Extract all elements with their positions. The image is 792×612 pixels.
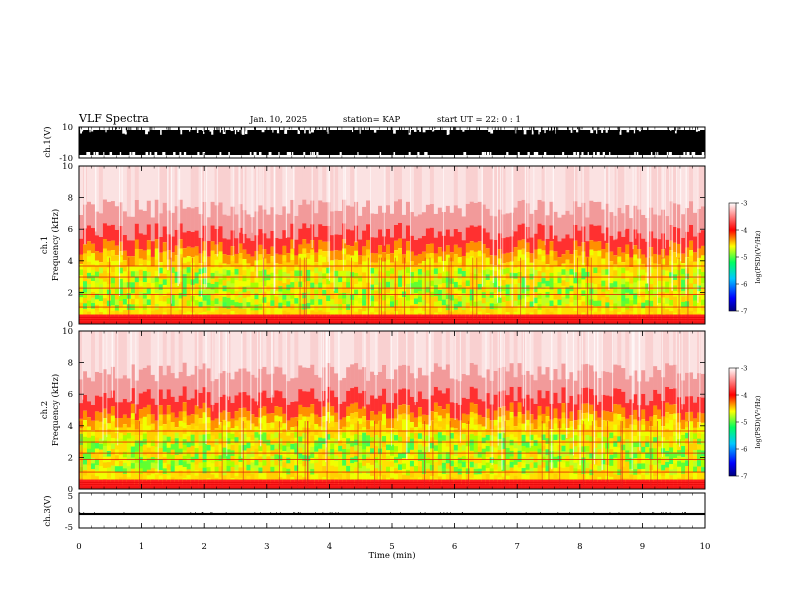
colorbar-tick--5: -5	[741, 419, 747, 427]
colorbar-tick--6: -6	[741, 446, 747, 454]
figure-title: VLF Spectra	[78, 112, 149, 125]
ch1-spec-yticks: 0 2 4 6 8 10	[62, 162, 705, 330]
ch2-spectrogram-panel: 0 2 4 6 8 10 ch.2 Frequency (kHz)	[40, 327, 706, 495]
ch3-wave-ytick-top: 5	[68, 492, 73, 502]
time-x-axis: 0 1 2 3 4 5 6 7 8 9 10	[76, 127, 710, 552]
colorbar-tick--6: -6	[741, 281, 747, 289]
ytick-label-10: 10	[62, 327, 73, 337]
ytick-label-0: 0	[68, 320, 73, 330]
xtick-label-1: 1	[139, 542, 144, 552]
ytick-label-2: 2	[68, 288, 73, 298]
ch1-waveform-trace	[79, 127, 705, 158]
colorbar-tick--4: -4	[741, 227, 747, 235]
ytick-label-4: 4	[68, 422, 73, 432]
ch1-wave-ylabel: ch.1(V)	[42, 126, 53, 157]
ch1-wave-ytick-top: 10	[62, 123, 73, 133]
ch3-waveform-trace	[79, 512, 705, 516]
ch2-spectrogram-image	[79, 331, 705, 489]
ch1-colorbar: -3 -4 -5 -6 -7 log(PSD)(V²/Hz)	[728, 200, 762, 316]
xtick-label-7: 7	[514, 542, 519, 552]
ch2-colorbar: -3 -4 -5 -6 -7 log(PSD)(V²/Hz)	[728, 365, 762, 481]
ytick-label-4: 4	[68, 257, 73, 267]
ytick-label-6: 6	[68, 390, 73, 400]
ytick-label-8: 8	[68, 194, 73, 204]
ch2-spec-yticks: 0 2 4 6 8 10	[62, 327, 705, 495]
colorbar-tick--5: -5	[741, 254, 747, 262]
ytick-label-8: 8	[68, 359, 73, 369]
header-start-time: start UT = 22: 0 : 1	[437, 115, 521, 125]
colorbar-tick--3: -3	[741, 365, 747, 373]
colorbar-tick--4: -4	[741, 392, 747, 400]
xtick-label-2: 2	[201, 542, 206, 552]
xtick-label-10: 10	[700, 542, 711, 552]
ch2-colorbar-label: log(PSD)(V²/Hz)	[754, 395, 762, 448]
ch2-spec-ylabel-freq: Frequency (kHz)	[50, 374, 61, 446]
colorbar-tick--3: -3	[741, 200, 747, 208]
ch3-wave-ylabel: ch.3(V)	[42, 495, 53, 526]
header-date: Jan. 10, 2025	[249, 115, 307, 125]
ch3-wave-ytick-bottom: -5	[65, 523, 73, 533]
header-station: station= KAP	[343, 115, 401, 125]
ch1-spectrogram-panel: 0 2 4 6 8 10 ch.1 Frequency (kHz)	[40, 162, 706, 330]
xtick-label-9: 9	[640, 542, 645, 552]
ch1-colorbar-ticks: -3 -4 -5 -6 -7	[736, 200, 747, 316]
ytick-label-2: 2	[68, 453, 73, 463]
x-axis-label: Time (min)	[368, 550, 415, 561]
ytick-label-0: 0	[68, 485, 73, 495]
xtick-label-3: 3	[264, 542, 269, 552]
xtick-label-4: 4	[327, 542, 332, 552]
ch1-spectrogram-image	[79, 166, 705, 324]
xtick-label-8: 8	[577, 542, 582, 552]
ytick-label-6: 6	[68, 225, 73, 235]
ch1-waveform-panel: 10 -10 ch.1(V)	[42, 123, 706, 164]
colorbar-tick--7: -7	[741, 473, 747, 481]
colorbar-tick--7: -7	[741, 308, 747, 316]
ch1-wave-ytick-bottom: -10	[59, 154, 73, 164]
ch2-colorbar-ticks: -3 -4 -5 -6 -7	[736, 365, 747, 481]
xtick-label-0: 0	[76, 542, 81, 552]
ch1-spec-ylabel-freq: Frequency (kHz)	[50, 209, 61, 281]
ch2-spec-ylabel-channel: ch.2	[40, 401, 50, 419]
xtick-label-6: 6	[452, 542, 457, 552]
xtick-label-5: 5	[389, 542, 394, 552]
ch3-wave-ytick-mid: 0	[68, 506, 73, 516]
ch1-colorbar-label: log(PSD)(V²/Hz)	[754, 230, 762, 283]
ch1-spec-ylabel-channel: ch.1	[40, 236, 50, 254]
ytick-label-10: 10	[62, 162, 73, 172]
